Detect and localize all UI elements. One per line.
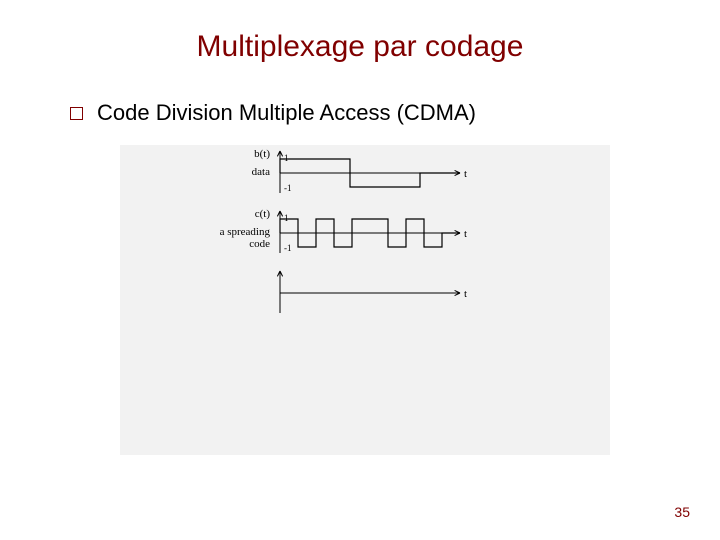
cdma-diagram-svg: t 1 -1 b(t) data t 1 -1 c(t) a spreadingcode t [120, 145, 610, 455]
svg-text:c(t): c(t) [255, 208, 271, 220]
svg-text:a spreading: a spreading [220, 226, 271, 238]
svg-text:t: t [464, 168, 467, 180]
svg-text:code: code [249, 238, 270, 250]
svg-text:b(t): b(t) [254, 148, 270, 160]
svg-text:-1: -1 [284, 243, 292, 253]
svg-text:data: data [252, 166, 270, 178]
bullet-text: Code Division Multiple Access (CDMA) [97, 100, 476, 126]
svg-text:-1: -1 [284, 183, 292, 193]
svg-text:1: 1 [284, 213, 289, 223]
page-number: 35 [674, 504, 690, 520]
svg-text:t: t [464, 228, 467, 240]
bullet-row: Code Division Multiple Access (CDMA) [70, 100, 476, 126]
slide-title: Multiplexage par codage [0, 30, 720, 64]
svg-text:1: 1 [284, 153, 289, 163]
svg-text:t: t [464, 288, 467, 300]
bullet-square-icon [70, 107, 83, 120]
cdma-diagram-panel: t 1 -1 b(t) data t 1 -1 c(t) a spreadingcode t [120, 145, 610, 455]
